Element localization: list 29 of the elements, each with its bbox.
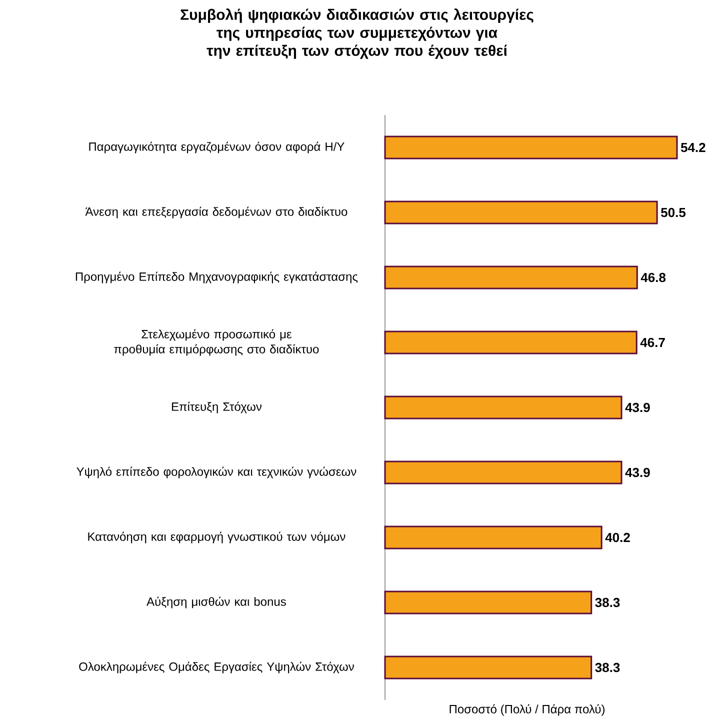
bar xyxy=(384,396,622,420)
y-tick-label: Προηγμένο Επίπεδο Μηχανογραφικής εγκατάστασης xyxy=(76,272,358,284)
y-tick-label: Επίτευξη Στόχων xyxy=(172,402,262,414)
data-label: 46.7 xyxy=(640,338,665,348)
data-label: 43.9 xyxy=(625,402,650,412)
bar xyxy=(384,590,592,614)
data-label: 38.3 xyxy=(595,662,620,672)
bar xyxy=(384,200,658,224)
data-label: 54.2 xyxy=(680,142,706,152)
y-tick-label: Κατανόηση και εφαρμογή γνωστικού των νόμων xyxy=(88,532,346,544)
data-label: 43.9 xyxy=(625,468,650,478)
y-tick-label: Παραγωγικότητα εργαζομένων όσον αφορά Η/Υ xyxy=(89,142,344,154)
y-tick-label: Άνεση και επεξεργασία δεδομένων στο διαδίκτυο xyxy=(85,206,348,218)
bar xyxy=(384,330,638,354)
data-label: 46.8 xyxy=(640,272,666,282)
data-label: 38.3 xyxy=(595,598,620,608)
y-tick-label: Υψηλό επίπεδο φορολογικών και τεχνικών γνώσεων xyxy=(76,466,356,478)
chart-title: Συμβολή ψηφιακών διαδικασιών στις λειτουργίες της υπηρεσίας των συμμετεχόντων για την επίτευξη των στόχων που έχουν τεθεί xyxy=(180,8,534,59)
y-tick-label: Ολοκληρωμένες Ομάδες Εργασίες Υψηλών Στόχων xyxy=(79,662,354,674)
bar xyxy=(384,526,602,550)
y-tick-label: Αύξηση μισθών και bonus xyxy=(146,596,286,608)
bar xyxy=(384,266,638,290)
bar xyxy=(384,136,678,160)
x-axis-title: Ποσοστό (Πολύ / Πάρα πολύ) xyxy=(450,704,604,716)
data-label: 40.2 xyxy=(605,532,630,542)
bar xyxy=(384,460,622,484)
data-label: 50.5 xyxy=(661,208,686,218)
bar xyxy=(384,656,592,680)
y-tick-label: Στελεχωμένο προσωπικό με προθυμία επιμόρφωσης στο διαδίκτυο xyxy=(114,329,319,356)
